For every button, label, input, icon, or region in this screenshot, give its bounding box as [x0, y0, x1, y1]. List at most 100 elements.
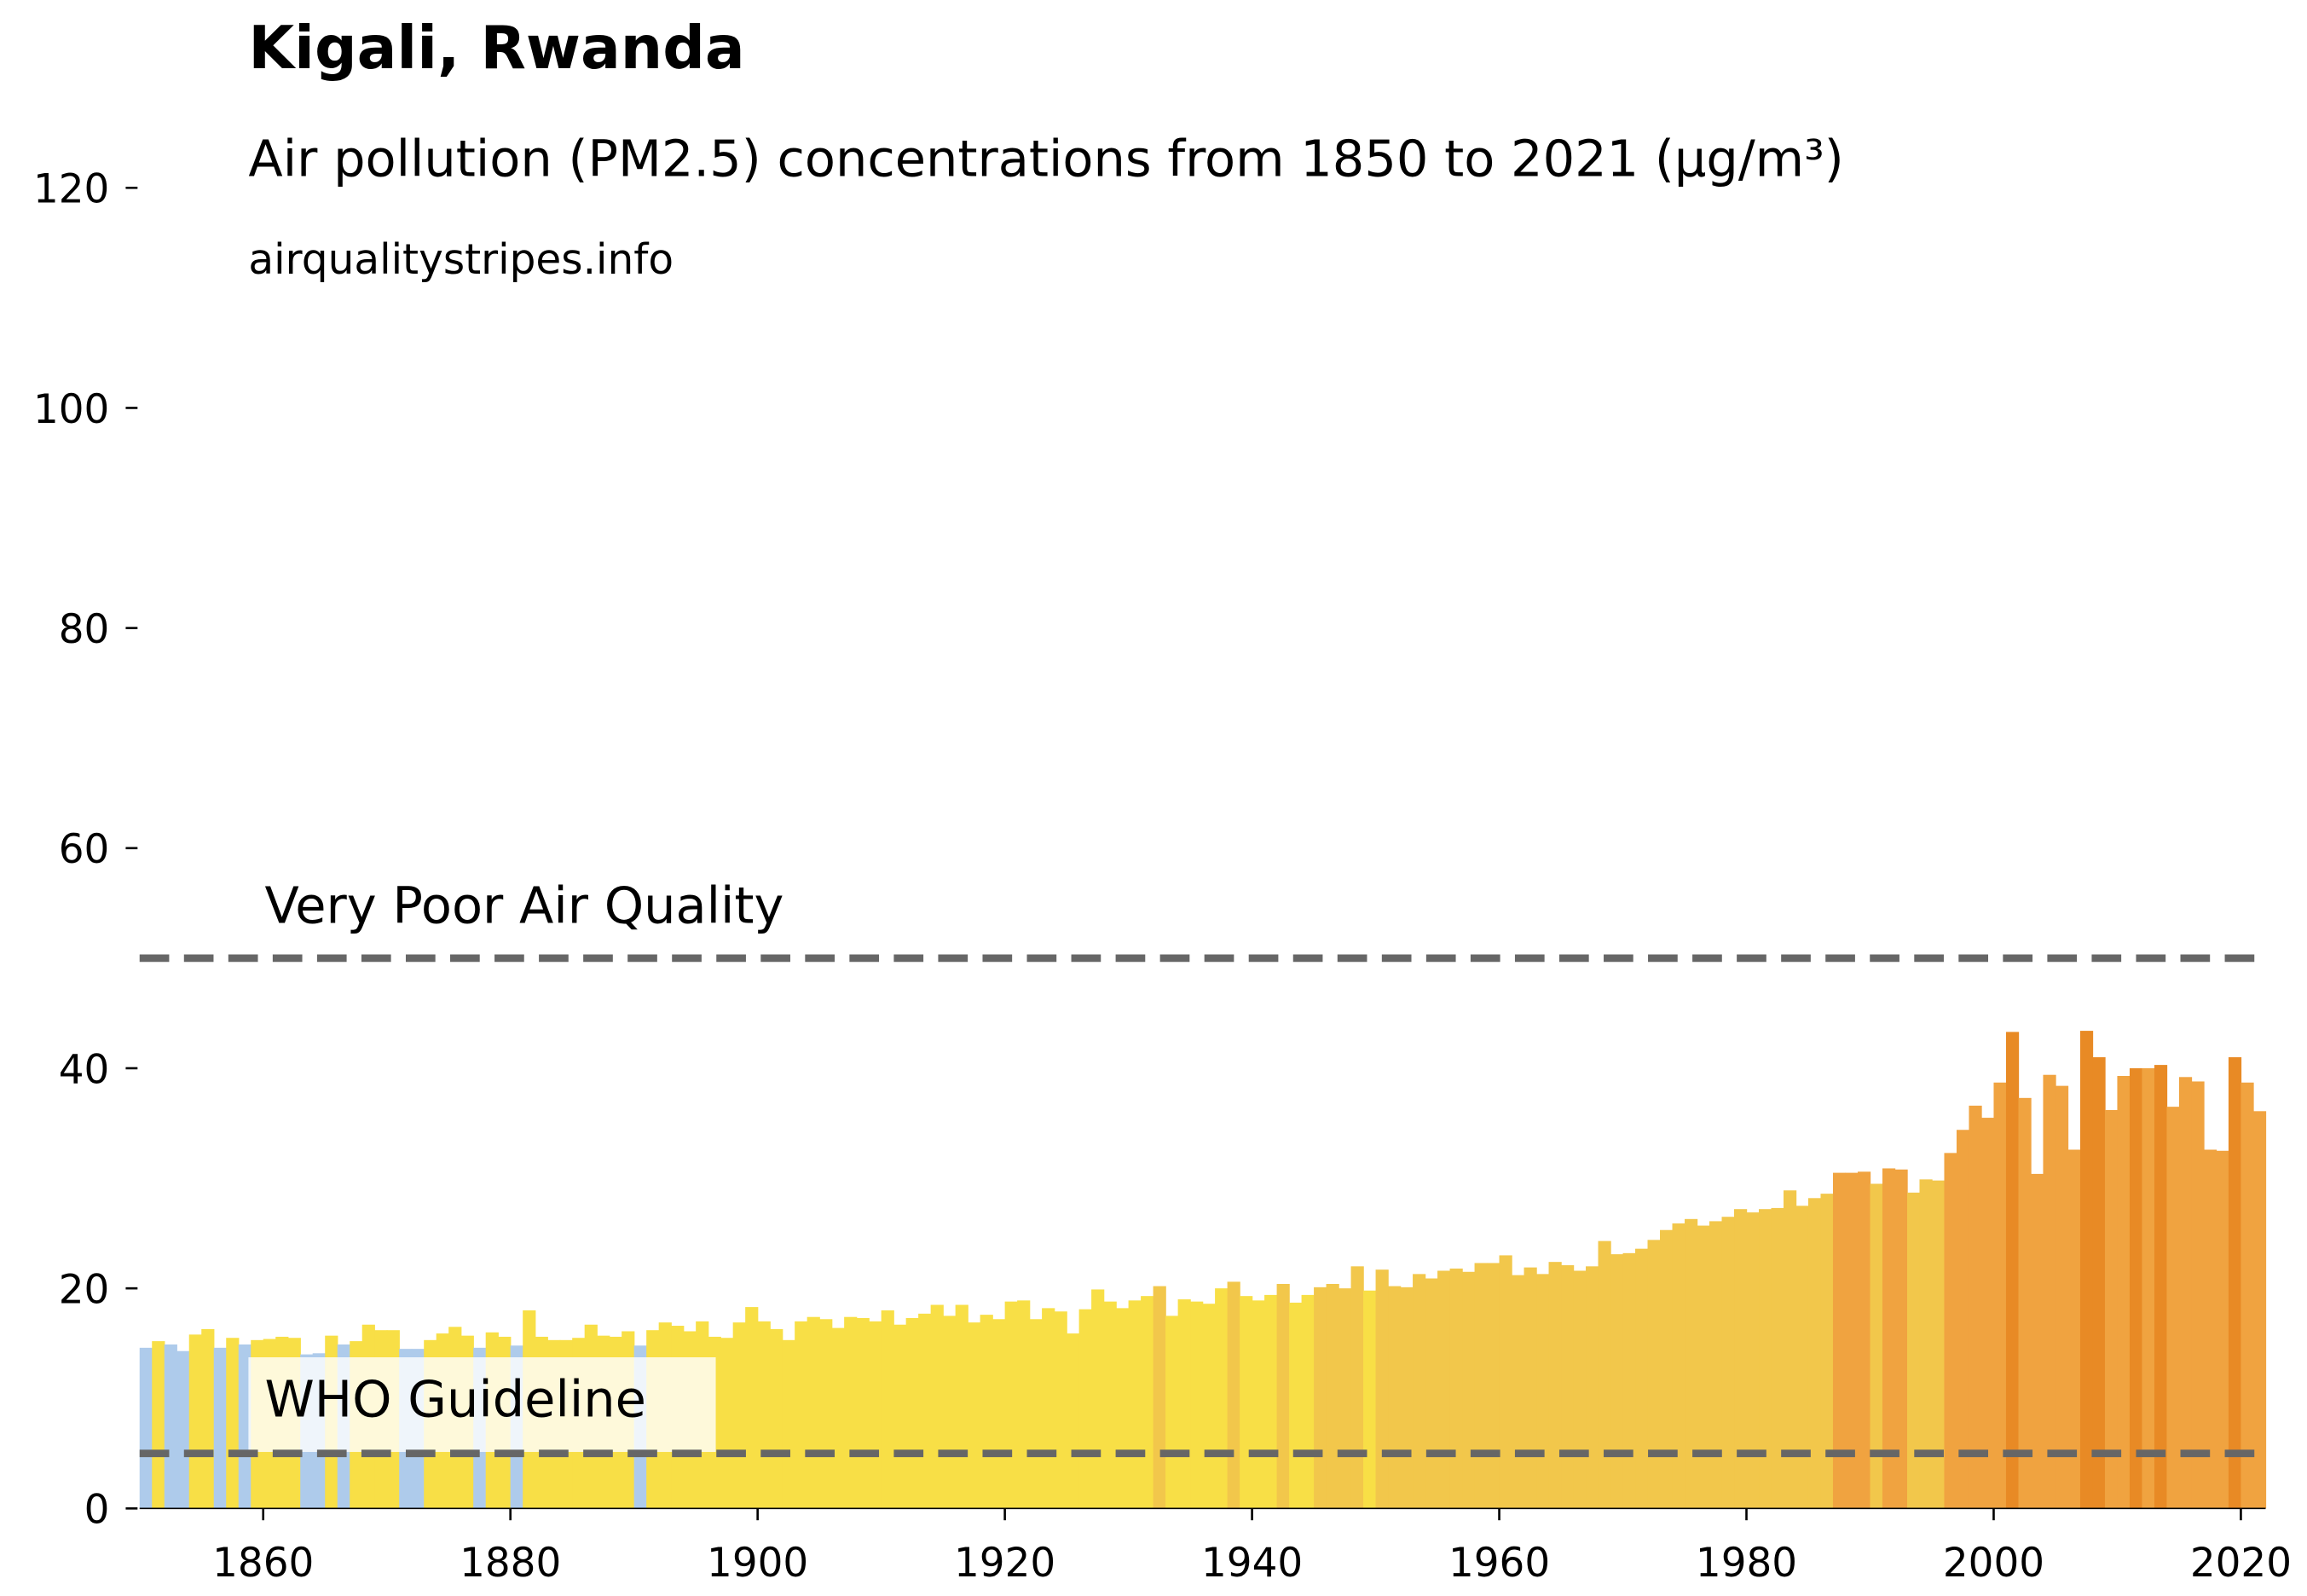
bar: [1449, 1268, 1463, 1509]
bar: [1375, 1269, 1389, 1509]
bar: [1326, 1283, 1339, 1509]
bar: [782, 1339, 795, 1509]
bar: [955, 1304, 968, 1509]
bar: [1894, 1169, 1908, 1509]
bar: [1190, 1301, 1204, 1509]
bar: [2030, 1173, 2044, 1509]
bar: [1944, 1153, 1957, 1509]
bar: [1931, 1180, 1946, 1509]
y-tick-label: 120: [33, 167, 109, 213]
bar: [2018, 1097, 2032, 1509]
bar: [1622, 1252, 1636, 1509]
bar: [1289, 1302, 1303, 1509]
bar: [1919, 1179, 1933, 1509]
bar: [1017, 1300, 1031, 1509]
bar: [1215, 1288, 1229, 1509]
bar: [2178, 1077, 2193, 1509]
bar: [1388, 1286, 1402, 1509]
bar: [1795, 1206, 1809, 1509]
bar: [770, 1328, 783, 1509]
reference-label: WHO Guideline: [264, 1369, 645, 1428]
bar: [881, 1310, 894, 1509]
bar: [2043, 1074, 2056, 1509]
y-tick-label: 60: [59, 827, 110, 873]
bar: [1425, 1278, 1438, 1509]
bar: [2216, 1150, 2229, 1509]
bar: [1709, 1221, 1723, 1509]
bar: [1598, 1240, 1611, 1509]
bar: [2166, 1107, 2180, 1509]
bar: [1635, 1248, 1649, 1509]
bar: [1980, 1118, 1995, 1509]
bar: [1091, 1289, 1105, 1509]
bar: [139, 1347, 153, 1509]
chart-subtitle: Air pollution (PM2.5) concentrations fro…: [248, 129, 1843, 188]
bar: [745, 1307, 759, 1509]
x-tick-label: 2020: [2190, 1541, 2292, 1587]
y-tick-label: 100: [33, 387, 109, 433]
bar: [1857, 1171, 1871, 1509]
bar: [795, 1321, 808, 1509]
bar: [1512, 1275, 1525, 1509]
bar: [1882, 1168, 1896, 1509]
bar: [1202, 1304, 1216, 1509]
bar: [1672, 1223, 1685, 1509]
bar: [869, 1321, 882, 1509]
bar: [2067, 1149, 2081, 1509]
bar: [1029, 1319, 1043, 1509]
bar: [968, 1322, 981, 1509]
x-tick-label: 1940: [1201, 1541, 1303, 1587]
bar: [1832, 1172, 1847, 1509]
bar: [1474, 1263, 1488, 1509]
bar: [1363, 1290, 1377, 1509]
bar: [893, 1324, 907, 1509]
y-tick-label: 0: [84, 1488, 110, 1534]
bar: [1487, 1263, 1500, 1509]
bar: [2228, 1057, 2242, 1509]
bar: [2055, 1085, 2069, 1509]
bar: [918, 1313, 932, 1509]
bar: [176, 1350, 190, 1509]
bar: [1685, 1218, 1698, 1509]
bar: [2203, 1149, 2217, 1509]
bar: [1499, 1255, 1512, 1509]
bar: [1141, 1296, 1154, 1509]
bar: [1906, 1192, 1921, 1509]
bar: [1845, 1172, 1859, 1509]
bar: [201, 1328, 215, 1509]
chart-title: Kigali, Rwanda: [248, 14, 744, 83]
bar: [2005, 1032, 2020, 1509]
bar: [856, 1317, 870, 1509]
bar: [188, 1334, 202, 1509]
bar: [1103, 1301, 1117, 1509]
bar: [213, 1347, 227, 1509]
bar: [1264, 1294, 1278, 1509]
reference-lines: Very Poor Air Quality WHO Guideline: [139, 876, 2266, 1458]
y-tick-label: 20: [59, 1267, 110, 1313]
bar: [238, 1344, 252, 1509]
bar: [1350, 1266, 1364, 1509]
bar: [1771, 1207, 1784, 1509]
bar: [1177, 1299, 1191, 1509]
bar: [1078, 1309, 1092, 1509]
bar: [1042, 1308, 1055, 1509]
bar: [831, 1327, 845, 1509]
bar: [1784, 1190, 1797, 1509]
bar: [1759, 1209, 1772, 1509]
bars: [139, 1031, 2267, 1509]
bar: [1004, 1301, 1018, 1509]
bar: [2079, 1031, 2094, 1509]
bar: [1969, 1105, 1982, 1509]
bar: [2142, 1067, 2155, 1509]
axes: 0 20 40 60 80 100 120 1860 1880 1900 1920 1940 1960 1…: [33, 167, 2292, 1587]
bar: [1536, 1274, 1550, 1509]
bar: [1165, 1316, 1179, 1509]
bar: [1697, 1225, 1710, 1509]
bar: [2092, 1057, 2106, 1509]
bar: [1561, 1265, 1575, 1509]
bar: [1314, 1287, 1327, 1509]
bar: [1746, 1212, 1760, 1509]
bar: [930, 1304, 944, 1509]
bar: [819, 1319, 833, 1509]
bar: [1721, 1217, 1735, 1509]
